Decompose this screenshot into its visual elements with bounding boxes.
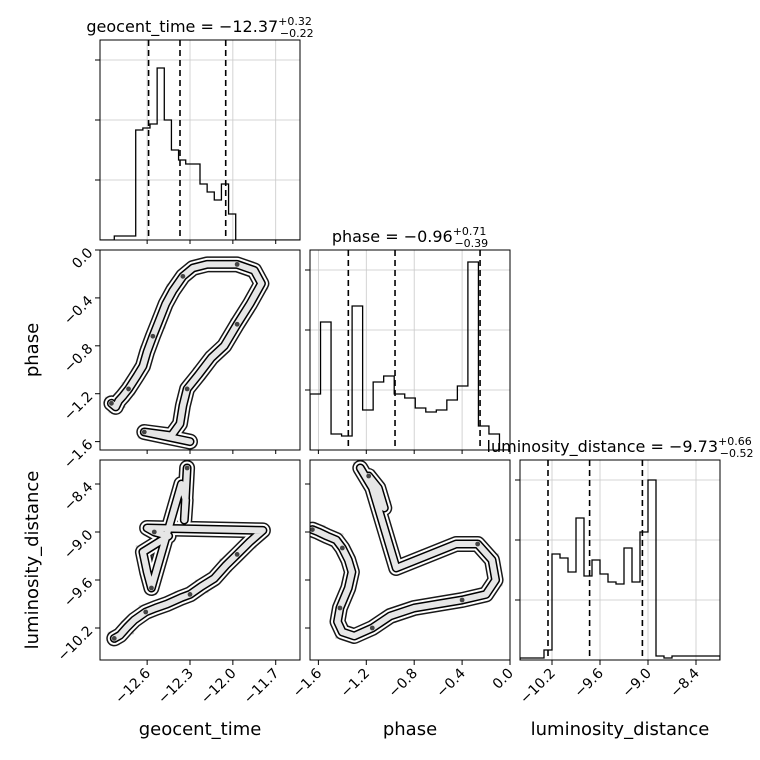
panel-content xyxy=(106,460,271,647)
scatter-panel-phase-luminosity_distance xyxy=(306,459,511,661)
panel-title: phase = −0.96+0.71 −0.39 xyxy=(332,225,488,250)
density-core xyxy=(149,585,154,591)
y-axis-label: phase xyxy=(22,323,43,377)
scatter-panel-geocent_time-luminosity_distance xyxy=(99,459,301,661)
density-core xyxy=(126,386,131,392)
x-tick-label: −12.3 xyxy=(155,666,197,708)
x-axis-phase: −1.6 −1.2 −0.8 −0.4 0.0 phase xyxy=(290,660,517,740)
density-core xyxy=(366,473,372,479)
histogram-panel-phase: phase = −0.96+0.71 −0.39 xyxy=(305,225,511,451)
y-tick-label: −0.4 xyxy=(61,293,96,328)
panel-title: luminosity_distance = −9.73+0.66 −0.52 xyxy=(487,435,754,460)
density-core xyxy=(180,273,186,279)
x-axis-label: phase xyxy=(383,719,437,740)
y-tick-label: −1.6 xyxy=(61,437,96,472)
y-tick-label: −0.8 xyxy=(61,341,96,376)
panel-content xyxy=(103,256,270,450)
density-core xyxy=(234,261,240,267)
x-axis-luminosity_distance: −10.2 −9.6 −9.0 −8.4 luminosity_distance xyxy=(517,660,709,740)
panel-frame xyxy=(99,249,301,451)
y-tick-label: −9.6 xyxy=(61,575,96,610)
density-core xyxy=(109,400,114,406)
density-core xyxy=(143,609,149,615)
density-core xyxy=(111,636,117,641)
panel-frame xyxy=(99,39,301,241)
panel-frame xyxy=(99,459,301,661)
contour-fill xyxy=(108,261,265,445)
density-core xyxy=(369,625,375,631)
x-tick-label: −12.6 xyxy=(112,665,154,707)
x-tick-label: −1.2 xyxy=(338,666,373,701)
y-tick-label: −8.4 xyxy=(61,479,96,514)
x-tick-label: −9.6 xyxy=(571,665,606,700)
histogram-panel-geocent_time: geocent_time = −12.37+0.32 −0.22 xyxy=(86,15,314,241)
panel-frame xyxy=(519,459,721,661)
histogram-step xyxy=(100,67,300,240)
histogram-panel-luminosity_distance: luminosity_distance = −9.73+0.66 −0.52 xyxy=(487,435,754,661)
x-tick-label: −8.4 xyxy=(667,665,702,700)
density-core xyxy=(184,465,190,471)
density-core xyxy=(459,597,465,603)
sample-point xyxy=(306,523,309,526)
y-tick-label: −1.2 xyxy=(61,389,96,424)
x-tick-label: −1.6 xyxy=(290,665,325,700)
density-core xyxy=(234,552,240,557)
density-core xyxy=(339,545,345,551)
density-core xyxy=(187,592,193,597)
x-tick-label: 0.0 xyxy=(490,666,517,693)
x-tick-label: −10.2 xyxy=(517,666,559,708)
histogram-step xyxy=(310,261,510,450)
y-axis-label: luminosity_distance xyxy=(22,471,43,650)
x-tick-label: −9.0 xyxy=(619,666,654,701)
density-core xyxy=(310,527,315,532)
histogram-step xyxy=(520,479,720,660)
x-tick-label: −0.8 xyxy=(386,666,421,701)
scatter-panel-geocent_time-phase xyxy=(99,249,301,451)
density-core xyxy=(150,333,156,339)
panel-frame xyxy=(309,249,511,451)
x-axis-label: luminosity_distance xyxy=(531,719,710,740)
density-core xyxy=(475,541,481,547)
density-core xyxy=(141,429,147,435)
y-axis-phase: −1.6 −1.2 −0.8 −0.4 0.0 phase xyxy=(22,245,100,472)
x-tick-label: −12.0 xyxy=(198,666,240,708)
panel-frame xyxy=(309,459,511,661)
panel-content xyxy=(306,460,504,644)
x-axis-label: geocent_time xyxy=(139,719,262,740)
y-tick-label: −10.2 xyxy=(55,623,97,665)
x-tick-label: −11.7 xyxy=(241,666,283,708)
y-axis-luminosity_distance: −10.2 −9.6 −9.0 −8.4 luminosity_distance xyxy=(22,471,100,665)
contour-fill xyxy=(310,465,499,639)
density-core xyxy=(184,386,190,392)
density-core xyxy=(151,529,157,535)
x-axis-geocent_time: −12.6 −12.3 −12.0 −11.7 geocent_time xyxy=(112,660,283,740)
x-tick-label: −0.4 xyxy=(434,665,469,700)
density-core xyxy=(337,605,343,611)
panel-title: geocent_time = −12.37+0.32 −0.22 xyxy=(86,15,313,40)
contour-gap xyxy=(104,257,268,449)
y-tick-label: −9.0 xyxy=(61,527,96,562)
density-core xyxy=(234,321,240,327)
y-tick-label: 0.0 xyxy=(69,245,96,272)
